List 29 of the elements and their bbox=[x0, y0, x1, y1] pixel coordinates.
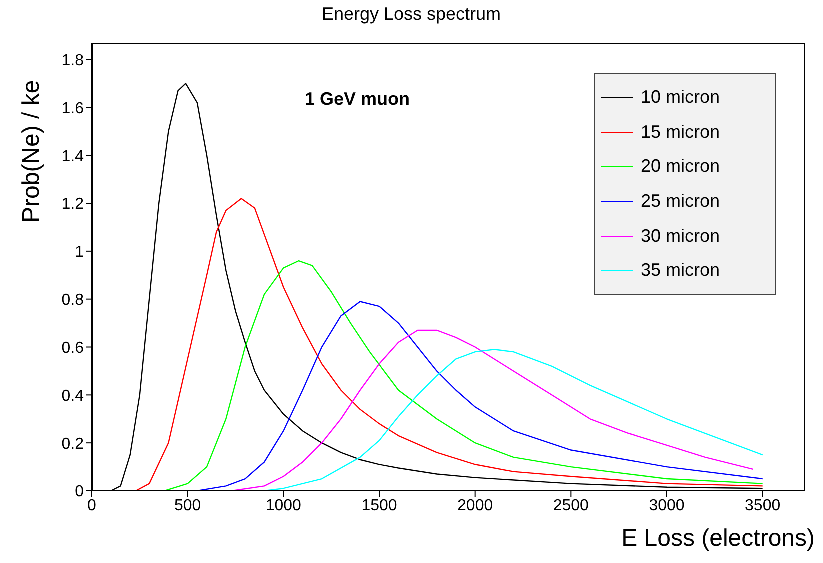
legend-label: 30 micron bbox=[641, 226, 720, 247]
y-tick-label: 0.2 bbox=[62, 436, 84, 453]
y-tick-label: 1.8 bbox=[62, 52, 84, 70]
x-tick-label: 3500 bbox=[745, 497, 781, 514]
x-axis-title: E Loss (electrons) bbox=[622, 525, 815, 553]
y-tick-label: 0.8 bbox=[62, 292, 84, 310]
legend-label: 10 micron bbox=[641, 86, 720, 108]
y-tick-label: 1.4 bbox=[62, 148, 84, 166]
x-tick-label: 1500 bbox=[362, 497, 398, 514]
x-tick-label: 1000 bbox=[266, 497, 302, 514]
annotation: 1 GeV muon bbox=[305, 89, 410, 110]
chart-title: Energy Loss spectrum bbox=[320, 4, 502, 25]
x-tick-label: 2500 bbox=[553, 497, 590, 514]
legend-label: 35 micron bbox=[641, 260, 720, 282]
legend-label: 15 micron bbox=[641, 122, 720, 143]
y-tick-label: 0 bbox=[75, 484, 84, 501]
legend-label: 20 micron bbox=[641, 156, 720, 178]
y-tick-label: 0.6 bbox=[62, 340, 84, 357]
x-tick-label: 500 bbox=[174, 497, 202, 514]
x-tick-label: 3000 bbox=[649, 497, 685, 514]
x-tick-label: 2000 bbox=[458, 497, 494, 514]
y-tick-label: 1.6 bbox=[62, 100, 84, 118]
x-tick-label: 0 bbox=[88, 497, 97, 514]
y-axis-title: Prob(Ne) / ke bbox=[18, 80, 46, 223]
y-tick-label: 1 bbox=[75, 244, 84, 262]
y-tick-label: 0.4 bbox=[62, 388, 84, 405]
y-tick-label: 1.2 bbox=[62, 196, 84, 214]
line-series bbox=[164, 260, 764, 491]
legend-label: 25 micron bbox=[641, 190, 720, 212]
